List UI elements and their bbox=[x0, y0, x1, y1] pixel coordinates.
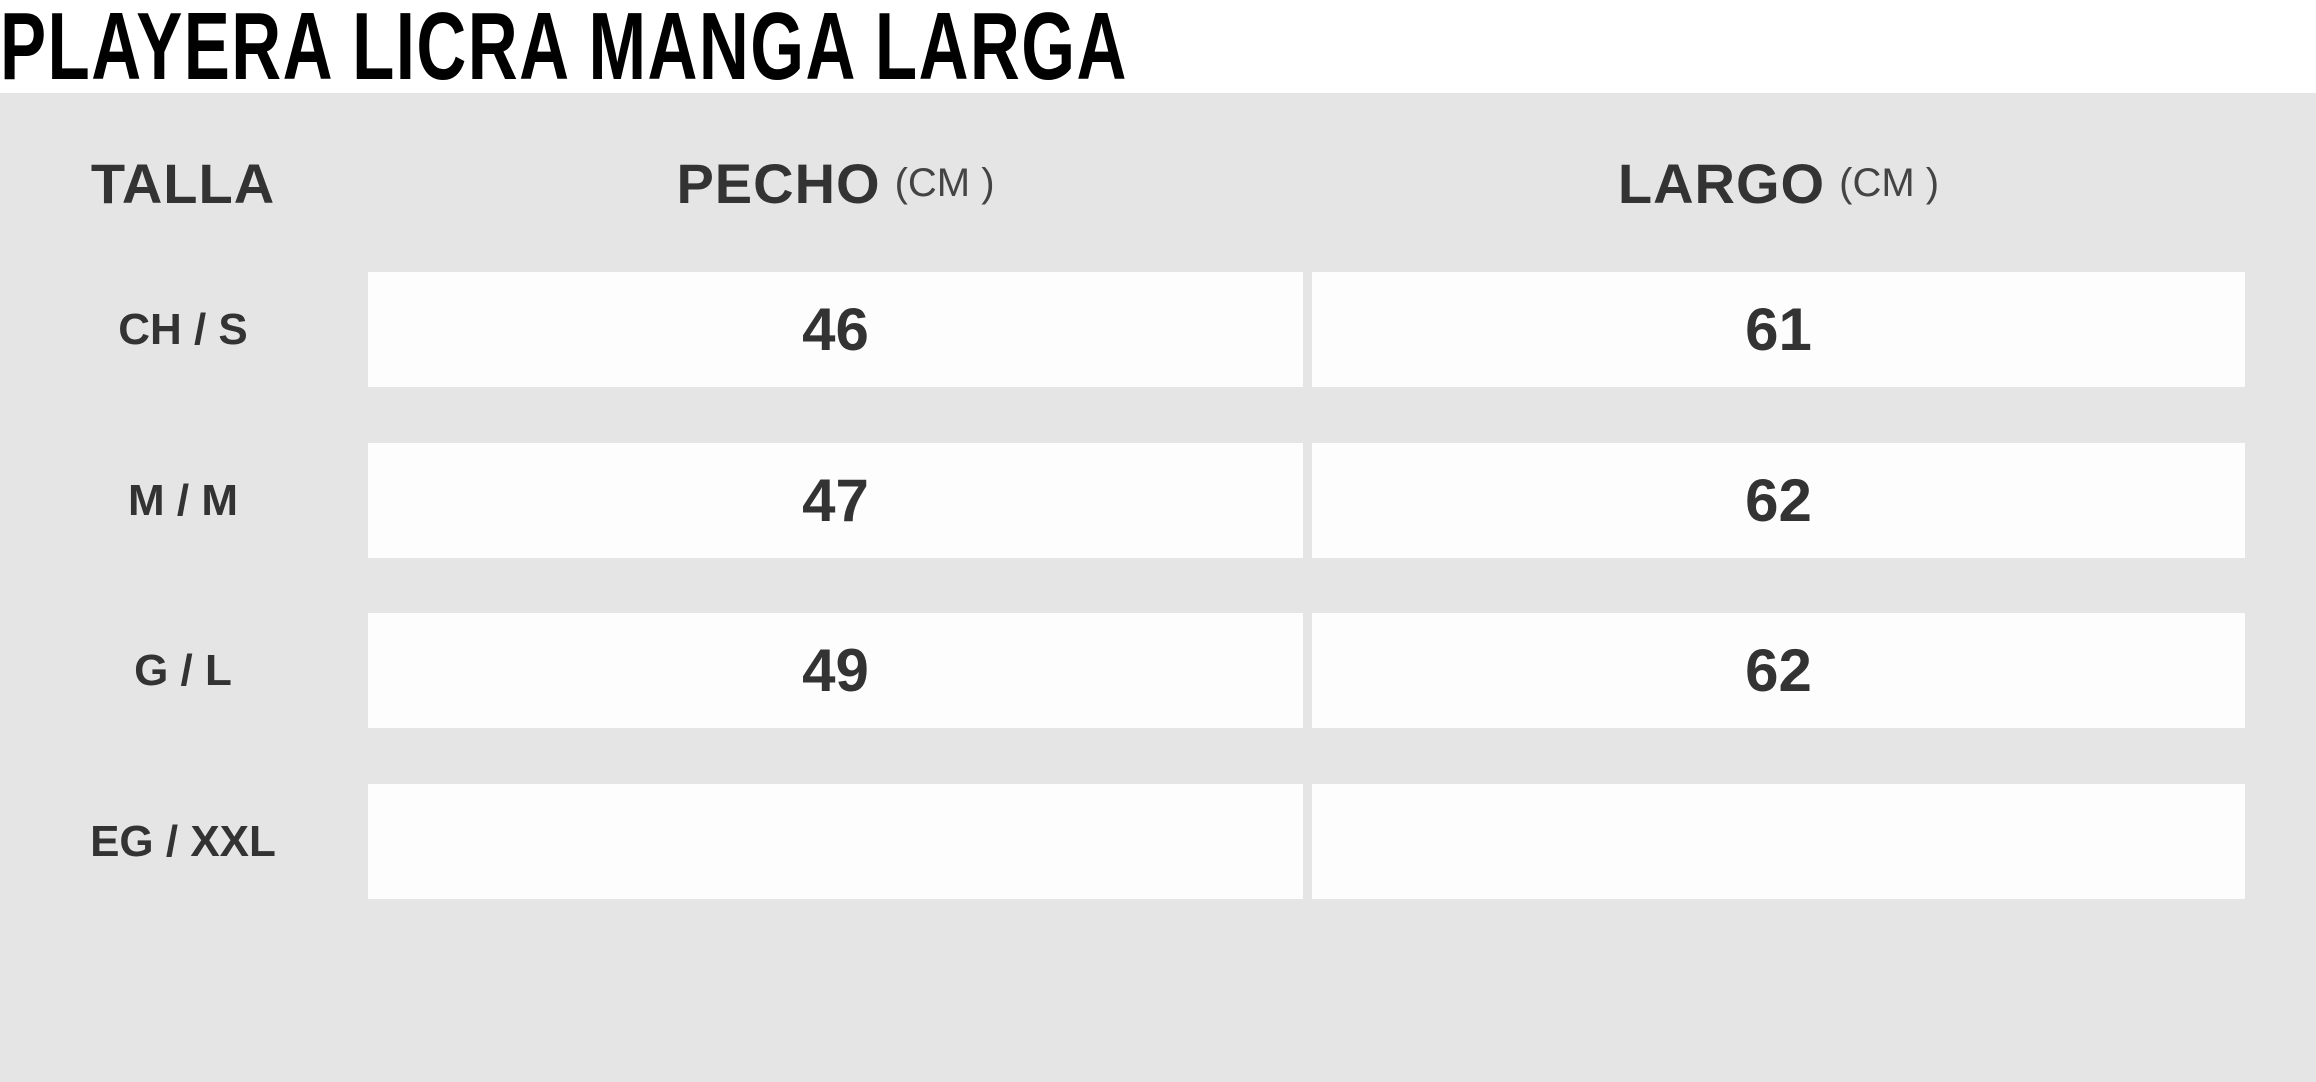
row-chest-value: 47 bbox=[368, 443, 1303, 558]
header-chest-label: PECHO bbox=[676, 151, 881, 215]
row-chest-value: 49 bbox=[368, 613, 1303, 728]
row-size-label: CH / S bbox=[118, 304, 248, 354]
size-chart-panel bbox=[0, 93, 2316, 1082]
row-chest-value bbox=[368, 784, 1303, 899]
row-size-label: EG / XXL bbox=[90, 816, 276, 866]
row-size-label: M / M bbox=[128, 475, 238, 525]
page-title: PLAYERA LICRA MANGA LARGA bbox=[0, 0, 1128, 100]
row-length-value bbox=[1312, 784, 2245, 899]
header-length-label: LARGO bbox=[1617, 151, 1826, 215]
row-length-value: 62 bbox=[1312, 613, 2245, 728]
header-length: LARGO (CM ) bbox=[1312, 145, 2245, 221]
row-size-label: G / L bbox=[134, 645, 232, 695]
row-length-value: 61 bbox=[1312, 272, 2245, 387]
header-chest: PECHO (CM ) bbox=[368, 145, 1303, 221]
header-chest-unit: (CM ) bbox=[894, 160, 995, 205]
header-length-unit: (CM ) bbox=[1839, 160, 1940, 205]
row-length-value: 62 bbox=[1312, 443, 2245, 558]
header-size-label: TALLA bbox=[90, 151, 276, 215]
header-size: TALLA bbox=[40, 145, 326, 221]
row-chest-value: 46 bbox=[368, 272, 1303, 387]
